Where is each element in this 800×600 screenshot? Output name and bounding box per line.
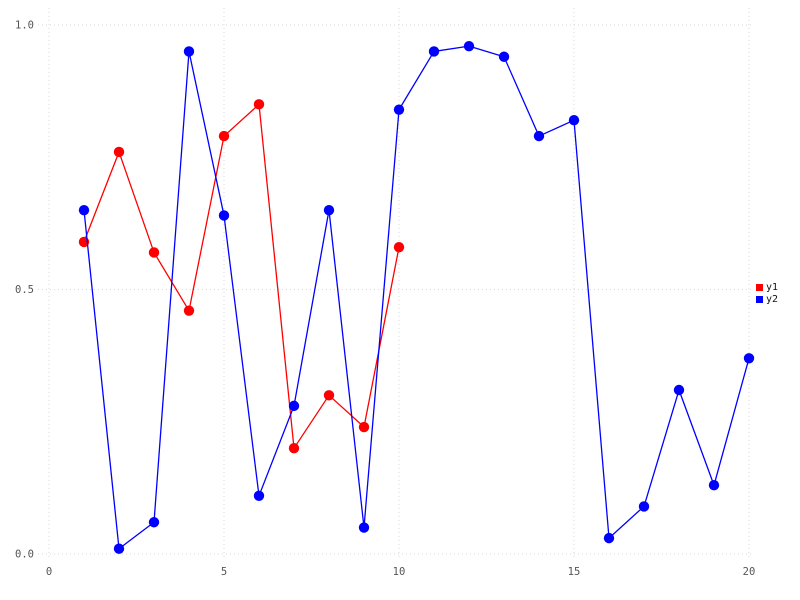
legend-item-y1: y1 bbox=[756, 282, 778, 293]
series-y2-point bbox=[428, 46, 440, 57]
series-y2-point bbox=[358, 522, 370, 533]
series-y2-point bbox=[743, 353, 755, 364]
x-tick-label: 15 bbox=[568, 566, 581, 578]
series-y2-point bbox=[463, 40, 475, 52]
legend-swatch-y2 bbox=[756, 296, 763, 303]
x-tick-label: 0 bbox=[46, 566, 52, 578]
series-y1-point bbox=[113, 146, 125, 158]
legend-label-y1: y1 bbox=[766, 282, 779, 293]
series-y1-point bbox=[183, 305, 195, 316]
series-y2-point bbox=[673, 384, 685, 396]
legend-item-y2: y2 bbox=[756, 294, 778, 305]
series-y2-point bbox=[113, 543, 125, 554]
y-tick-label: 0.5 bbox=[15, 284, 34, 296]
series-y1-point bbox=[253, 99, 265, 110]
x-tick-label: 20 bbox=[743, 566, 756, 578]
series-y2-line bbox=[83, 45, 750, 550]
y-tick-label: 1.0 bbox=[15, 20, 34, 32]
series-y2-point bbox=[218, 210, 230, 221]
series-y2-point bbox=[323, 204, 335, 216]
series-y2-point bbox=[78, 204, 90, 216]
series-y1-point bbox=[218, 130, 230, 142]
legend-label-y2: y2 bbox=[766, 294, 779, 305]
chart-legend: y1 y2 bbox=[756, 282, 778, 305]
series-y2-point bbox=[498, 51, 510, 62]
series-y1-point bbox=[323, 390, 335, 401]
series-y1-line bbox=[83, 103, 400, 449]
series-y2-point bbox=[533, 130, 545, 142]
series-y2-point bbox=[638, 501, 650, 512]
series-y1-point bbox=[393, 241, 405, 253]
series-y2-point bbox=[183, 46, 195, 57]
series-y1-point bbox=[358, 421, 370, 433]
series-y2-point bbox=[603, 532, 615, 544]
series-y2-point bbox=[148, 517, 160, 528]
series-y2-point bbox=[253, 490, 265, 502]
legend-swatch-y1 bbox=[756, 284, 763, 291]
y-tick-label: 0.0 bbox=[15, 549, 34, 561]
series-y1-point bbox=[288, 443, 300, 454]
series-y1-point bbox=[148, 247, 160, 258]
x-tick-label: 10 bbox=[393, 566, 406, 578]
series-y2-point bbox=[568, 115, 580, 126]
series-y2-point bbox=[288, 400, 300, 412]
series-y2-point bbox=[708, 480, 720, 491]
series-y2-point bbox=[393, 104, 405, 115]
x-tick-label: 5 bbox=[221, 566, 227, 578]
